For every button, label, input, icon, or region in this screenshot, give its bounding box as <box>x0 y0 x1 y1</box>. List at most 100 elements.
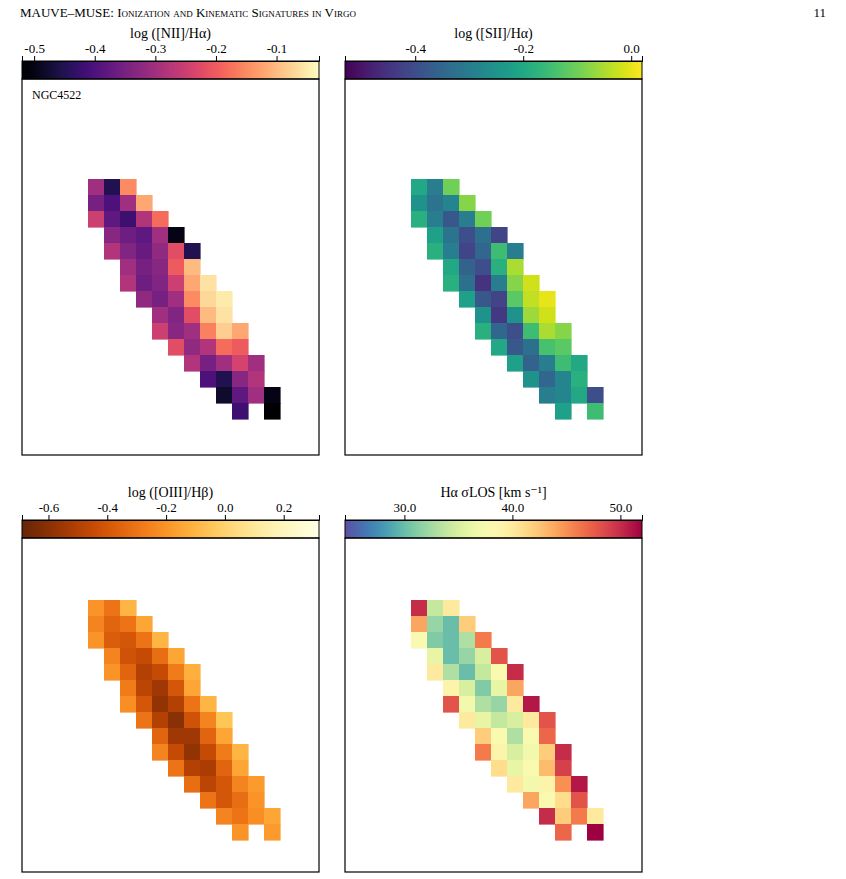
map-cell <box>491 339 508 356</box>
map-cell <box>523 339 540 356</box>
map-cell <box>136 195 153 212</box>
colorbar-tick-mark <box>404 515 405 520</box>
map-cell <box>184 243 201 260</box>
map-cell <box>491 760 508 777</box>
map-cell <box>459 664 476 681</box>
map-cell <box>136 664 153 681</box>
map-cell <box>555 760 572 777</box>
map-cell <box>507 339 524 356</box>
map-cell <box>136 632 153 649</box>
colorbar-tick-label: -0.1 <box>267 41 288 56</box>
map-cell <box>427 616 444 633</box>
map-cell <box>443 179 460 196</box>
map-cell <box>507 680 524 697</box>
map-cell <box>232 371 249 388</box>
map-cell <box>168 339 185 356</box>
colorbar-tick: 0.0 <box>217 500 233 520</box>
map-cell <box>104 195 121 212</box>
map-cell <box>184 744 201 761</box>
map-cell <box>507 323 524 340</box>
map-cell <box>136 648 153 665</box>
map-cell <box>200 355 217 372</box>
map-cell <box>104 243 121 260</box>
map-cell <box>539 760 556 777</box>
map-cell <box>168 744 185 761</box>
map-cell <box>555 339 572 356</box>
colorbar-tick-mark <box>277 56 278 61</box>
map-cell <box>411 195 428 212</box>
colorbar-tick-mark <box>225 515 226 520</box>
map-cell <box>88 616 105 633</box>
map-cell <box>491 307 508 324</box>
map-cell <box>539 323 556 340</box>
map-cell <box>491 744 508 761</box>
map-cell <box>200 696 217 713</box>
map-cell <box>539 712 556 729</box>
map-cell <box>136 259 153 276</box>
map-cell <box>136 291 153 308</box>
map-cell <box>168 696 185 713</box>
map-cell <box>475 632 492 649</box>
map-cell <box>152 243 169 260</box>
map-cell <box>475 227 492 244</box>
map-cell <box>459 275 476 292</box>
map-cell <box>427 179 444 196</box>
colorbar-axis-line <box>346 515 643 521</box>
map-cell <box>459 648 476 665</box>
map-cell <box>88 632 105 649</box>
colorbar-tick: -0.2 <box>513 41 534 61</box>
map-cell <box>168 664 185 681</box>
map-cell <box>120 600 137 617</box>
map-cell <box>427 632 444 649</box>
map-cell <box>523 355 540 372</box>
map-cell <box>232 776 249 793</box>
map-cell <box>427 211 444 228</box>
map-cell <box>216 712 233 729</box>
map-cell <box>571 371 588 388</box>
map-cell <box>168 243 185 260</box>
colorbar-tick: -0.1 <box>267 41 288 61</box>
colorbar-title: log ([OIII]/Hβ) <box>128 485 214 501</box>
map-cell <box>200 760 217 777</box>
map-cell <box>539 808 556 825</box>
map-cell <box>216 307 233 324</box>
colorbar-axis-line <box>346 56 643 62</box>
map-cell <box>248 808 265 825</box>
map-cell <box>523 371 540 388</box>
map-cell <box>152 664 169 681</box>
map-cell <box>200 339 217 356</box>
colorbar-tick-label: -0.2 <box>156 500 177 515</box>
map-cell <box>459 243 476 260</box>
map-cell <box>216 808 233 825</box>
figure: MAUVE–MUSE: Ionization and Kinematic Sig… <box>0 0 846 879</box>
colorbar-tick-label: 50.0 <box>610 500 633 515</box>
map-cell <box>491 664 508 681</box>
colorbar-tick-mark <box>166 515 167 520</box>
map-cell <box>443 195 460 212</box>
map-cell <box>152 728 169 745</box>
map-cell <box>571 808 588 825</box>
map-cell <box>264 824 281 841</box>
map-cell <box>491 648 508 665</box>
map-cell <box>184 728 201 745</box>
map-cell <box>184 696 201 713</box>
colorbar-tick: -0.4 <box>85 41 106 61</box>
map-cell <box>216 291 233 308</box>
map-cell <box>587 387 604 404</box>
colorbar-tick-mark <box>95 56 96 61</box>
colorbar-tick-label: 0.2 <box>276 500 292 515</box>
map-cell <box>507 760 524 777</box>
colorbar <box>345 61 642 79</box>
panel: -0.4-0.20.0log ([SII]/Hα) <box>345 26 643 455</box>
map-cell <box>443 259 460 276</box>
colorbar-tick-mark <box>512 515 513 520</box>
map-cell <box>539 355 556 372</box>
map-cell <box>555 371 572 388</box>
map-cell <box>427 648 444 665</box>
map-cell <box>443 632 460 649</box>
map-cell <box>523 291 540 308</box>
map-cell <box>459 616 476 633</box>
colorbar-axis-line <box>23 515 320 521</box>
map-cell <box>491 680 508 697</box>
map-cell <box>168 323 185 340</box>
